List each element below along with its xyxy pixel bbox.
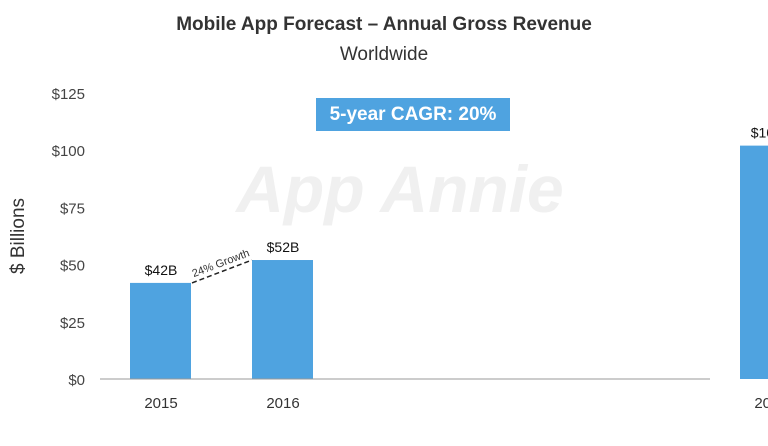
chart-title: Mobile App Forecast – Annual Gross Reven… — [176, 14, 592, 35]
cagr-annotation: 5-year CAGR: 20% — [316, 98, 510, 131]
bar-2016 — [252, 260, 313, 379]
data-label: $42B — [145, 262, 178, 278]
x-tick-label: 2015 — [144, 395, 177, 412]
data-label: $52B — [267, 239, 300, 255]
y-tick-label: $50 — [60, 258, 85, 275]
bar-2020 — [740, 145, 768, 379]
bar-2015 — [130, 282, 191, 379]
y-tick-label: $0 — [68, 372, 85, 389]
y-tick-label: $125 — [52, 86, 85, 103]
y-axis-label: $ Billions — [8, 198, 29, 274]
y-tick-label: $100 — [52, 143, 85, 160]
y-tick-label: $25 — [60, 315, 85, 332]
growth-annotation: 24% Growth — [191, 247, 252, 280]
data-label: $102B — [751, 125, 768, 141]
chart-subtitle: Worldwide — [339, 44, 429, 65]
x-tick-label: 2016 — [266, 395, 299, 412]
x-tick-label: 2020 — [754, 395, 768, 412]
y-tick-label: $75 — [60, 200, 85, 217]
growth-connector — [191, 259, 253, 284]
watermark-logo: App Annie — [234, 152, 564, 226]
